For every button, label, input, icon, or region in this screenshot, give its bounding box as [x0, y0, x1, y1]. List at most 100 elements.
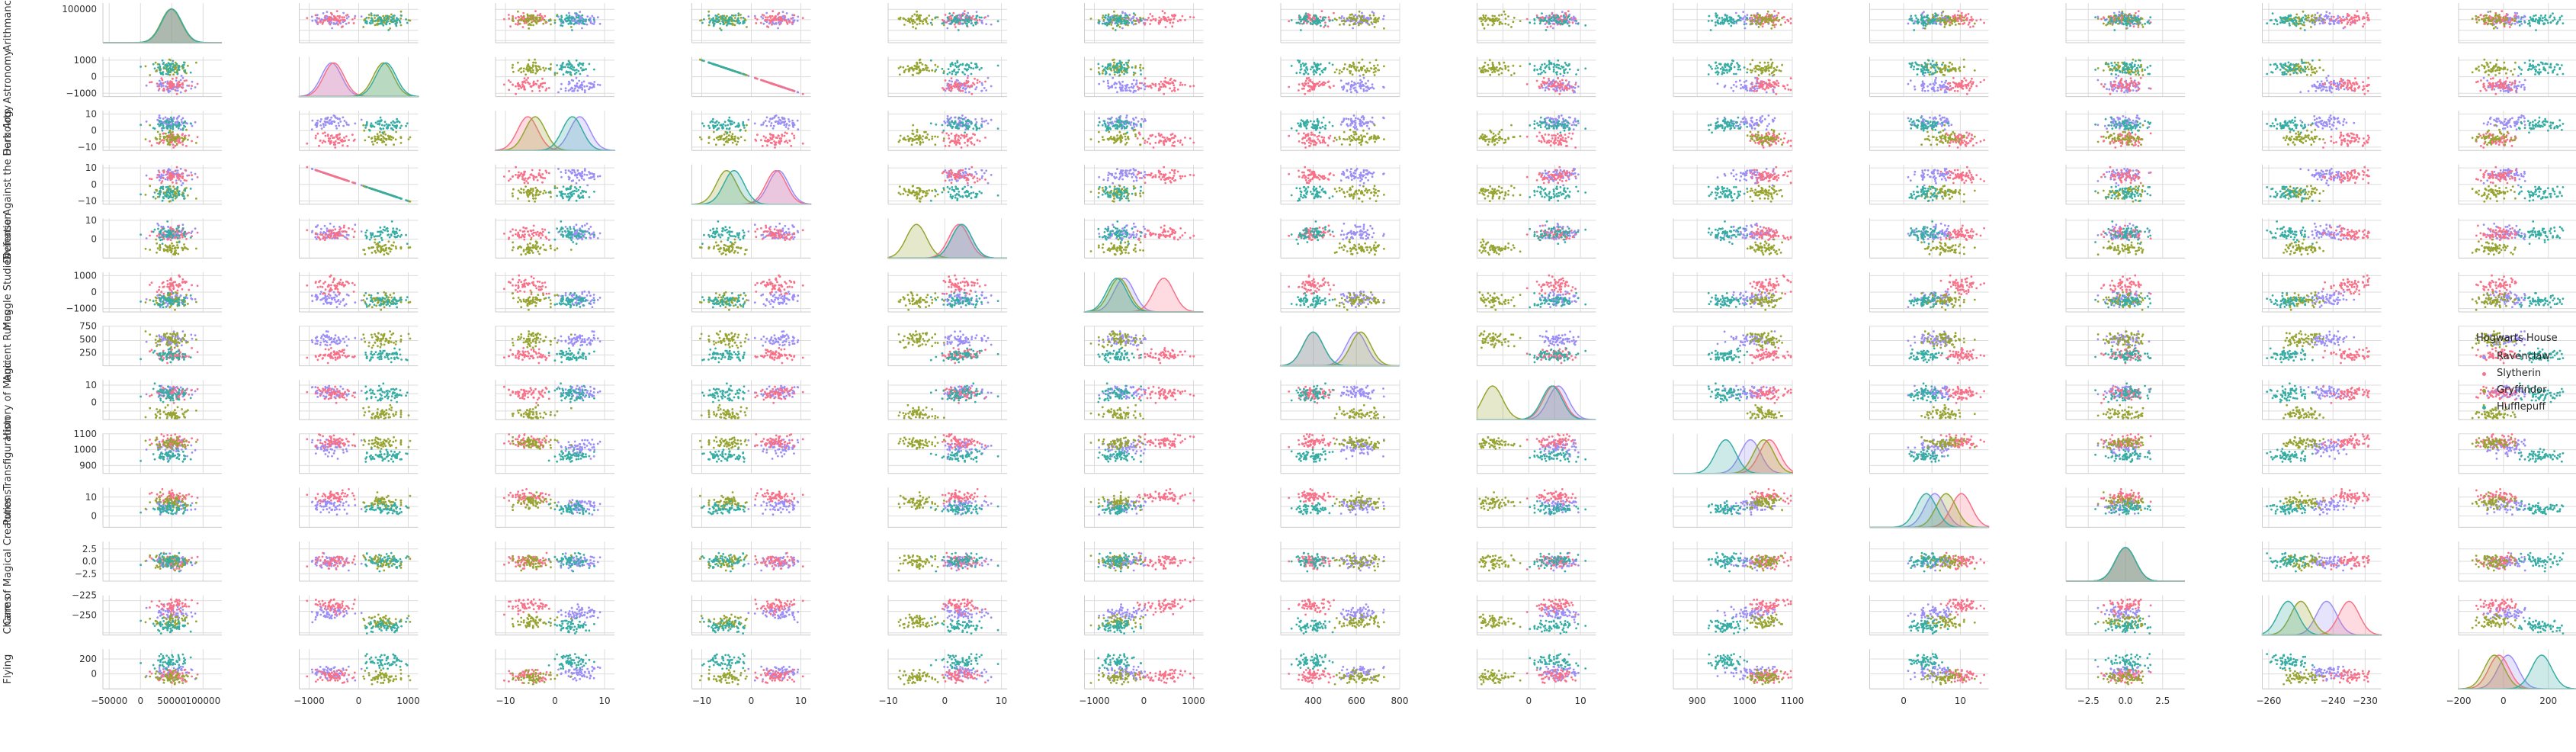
- point-ravenclaw: [586, 75, 589, 77]
- point-gryffindor: [1767, 21, 1769, 24]
- point-gryffindor: [2316, 17, 2318, 19]
- point-hufflepuff: [556, 64, 558, 66]
- point-ravenclaw: [2326, 18, 2328, 20]
- point-slytherin: [524, 77, 526, 79]
- point-hufflepuff: [2122, 12, 2124, 14]
- point-gryffindor: [525, 68, 528, 70]
- point-hufflepuff: [948, 72, 951, 74]
- point-slytherin: [508, 79, 510, 82]
- point-hufflepuff: [2304, 18, 2306, 21]
- point-ravenclaw: [2113, 12, 2116, 14]
- point-slytherin: [169, 88, 172, 90]
- point-gryffindor: [916, 11, 918, 13]
- point-gryffindor: [1362, 15, 1364, 18]
- point-hufflepuff: [371, 17, 373, 19]
- point-gryffindor: [1341, 20, 1343, 22]
- point-slytherin: [964, 82, 966, 85]
- point-ravenclaw: [579, 86, 582, 88]
- point-hufflepuff: [975, 23, 977, 25]
- point-hufflepuff: [393, 21, 396, 23]
- point-gryffindor: [1773, 24, 1776, 26]
- point-slytherin: [1949, 21, 1951, 24]
- point-hufflepuff: [2110, 17, 2112, 19]
- point-ravenclaw: [579, 11, 581, 13]
- point-hufflepuff: [1116, 25, 1118, 27]
- point-hufflepuff: [1128, 22, 1130, 24]
- point-hufflepuff: [739, 72, 741, 74]
- point-hufflepuff: [743, 73, 745, 76]
- point-ravenclaw: [1383, 15, 1385, 18]
- point-hufflepuff: [2529, 22, 2531, 24]
- point-slytherin: [779, 17, 781, 19]
- point-gryffindor: [1491, 14, 1493, 17]
- point-gryffindor: [2319, 14, 2321, 17]
- point-slytherin: [2335, 19, 2337, 21]
- point-slytherin: [979, 81, 981, 83]
- point-gryffindor: [1513, 17, 1516, 19]
- point-hufflepuff: [965, 64, 967, 66]
- point-gryffindor: [943, 24, 945, 26]
- point-slytherin: [1980, 18, 1982, 21]
- point-hufflepuff: [1567, 16, 1569, 18]
- point-hufflepuff: [400, 14, 403, 17]
- point-slytherin: [1192, 16, 1195, 18]
- point-ravenclaw: [1144, 88, 1146, 91]
- point-slytherin: [532, 85, 534, 87]
- point-hufflepuff: [170, 69, 172, 71]
- point-hufflepuff: [2284, 16, 2286, 18]
- point-hufflepuff: [1920, 14, 1923, 17]
- point-slytherin: [181, 84, 184, 86]
- point-gryffindor: [1343, 23, 1345, 25]
- point-slytherin: [184, 80, 186, 82]
- kde-hufflepuff: [103, 9, 222, 43]
- point-gryffindor: [1751, 19, 1753, 21]
- point-slytherin: [166, 88, 168, 91]
- point-gryffindor: [1955, 20, 1957, 22]
- point-gryffindor: [1936, 20, 1938, 22]
- point-hufflepuff: [569, 71, 572, 73]
- point-gryffindor: [2512, 18, 2514, 21]
- point-hufflepuff: [585, 21, 587, 23]
- point-slytherin: [945, 21, 948, 24]
- point-slytherin: [1172, 15, 1174, 18]
- point-slytherin: [1775, 24, 1777, 26]
- point-slytherin: [2356, 20, 2359, 22]
- panel-0-10: [2066, 3, 2185, 43]
- point-hufflepuff: [2122, 23, 2125, 25]
- point-slytherin: [348, 22, 350, 24]
- point-slytherin: [948, 85, 950, 88]
- point-hufflepuff: [964, 20, 966, 22]
- point-hufflepuff: [2279, 16, 2282, 18]
- point-slytherin: [2507, 21, 2510, 24]
- point-gryffindor: [1355, 20, 1357, 22]
- point-slytherin: [518, 16, 520, 18]
- point-slytherin: [1766, 13, 1769, 15]
- point-hufflepuff: [951, 62, 954, 64]
- point-gryffindor: [544, 19, 546, 21]
- point-slytherin: [767, 26, 769, 28]
- point-hufflepuff: [560, 15, 563, 18]
- point-gryffindor: [1504, 23, 1506, 25]
- point-slytherin: [162, 89, 165, 92]
- point-slytherin: [503, 18, 505, 21]
- point-slytherin: [532, 82, 534, 85]
- point-slytherin: [185, 79, 188, 82]
- point-gryffindor: [2314, 21, 2316, 24]
- point-ravenclaw: [964, 92, 967, 94]
- point-slytherin: [1784, 21, 1786, 24]
- point-hufflepuff: [701, 59, 704, 62]
- point-hufflepuff: [582, 21, 584, 23]
- point-gryffindor: [931, 69, 933, 72]
- point-slytherin: [1969, 19, 1971, 21]
- point-hufflepuff: [970, 22, 973, 24]
- point-hufflepuff: [163, 66, 165, 69]
- point-slytherin: [1150, 19, 1152, 21]
- point-gryffindor: [389, 27, 391, 30]
- point-slytherin: [512, 84, 514, 86]
- point-ravenclaw: [1367, 17, 1369, 19]
- point-hufflepuff: [389, 23, 391, 25]
- point-slytherin: [512, 15, 514, 18]
- point-slytherin: [343, 16, 345, 18]
- point-gryffindor: [1781, 17, 1783, 19]
- point-hufflepuff: [2282, 21, 2285, 23]
